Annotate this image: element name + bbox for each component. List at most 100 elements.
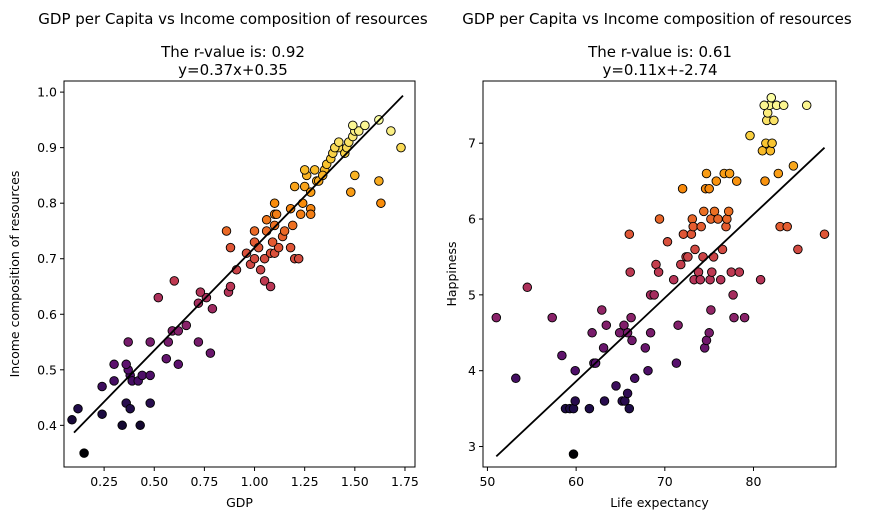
scatter-point-82 (729, 312, 739, 323)
scatter-point-46 (259, 253, 270, 264)
scatter-point-20 (145, 337, 155, 347)
scatter-point-33 (643, 365, 653, 376)
x-tick-label: 60 (568, 474, 584, 489)
scatter-point-58 (293, 253, 304, 264)
scatter-point-3 (522, 282, 533, 293)
scatter-point-13 (137, 370, 147, 381)
scatter-point-36 (225, 281, 236, 292)
scatter-point-53 (269, 220, 280, 231)
scatter-point-53 (690, 244, 700, 255)
y-tick-label: 7 (468, 136, 476, 151)
scatter-point-24 (624, 403, 635, 414)
scatter-point-60 (285, 203, 296, 214)
scatter-point-4 (117, 420, 127, 431)
scatter-point-16 (109, 376, 119, 386)
x-axis-ticks: 0.25 0.50 0.75 1.00 1.25 1.50 1.75 (90, 467, 419, 489)
scatter-point-51 (688, 221, 698, 232)
scatter-point-58 (699, 206, 709, 217)
scatter-point-103 (793, 244, 803, 255)
scatter-point-34 (645, 328, 656, 338)
plot-frame (63, 80, 416, 468)
scatter-point-44 (676, 259, 686, 270)
scatter-point-49 (273, 242, 284, 253)
scatter-point-9 (570, 396, 580, 406)
scatter-point-17 (121, 359, 131, 370)
scatter-point-94 (765, 146, 776, 156)
scatter-point-93 (360, 120, 370, 131)
scatter-point-36 (649, 290, 659, 300)
scatter-point-81 (728, 290, 738, 300)
scatter-point-73 (715, 274, 726, 285)
chart-subtitle-r-value: The r-value is: 0.61 (587, 43, 732, 61)
scatter-point-8 (568, 403, 579, 414)
scatter-point-15 (599, 396, 610, 406)
scatter-point-56 (285, 242, 296, 253)
scatter-point-14 (145, 370, 155, 381)
scatter-point-39 (221, 226, 232, 236)
scatter-point-80 (726, 267, 737, 277)
scatter-point-67 (706, 305, 716, 315)
scatter-point-18 (601, 320, 612, 330)
y-tick-label: 0.5 (37, 362, 57, 377)
scatter-point-45 (677, 183, 688, 194)
scatter-point-71 (305, 187, 316, 197)
scatter-point-14 (598, 343, 609, 353)
scatter-point-105 (819, 229, 830, 239)
x-tick-label: 0.75 (190, 474, 218, 489)
y-tick-label: 3 (468, 439, 476, 454)
scatter-point-19 (611, 381, 621, 391)
plot-frame (482, 80, 837, 468)
scatter-point-87 (374, 176, 384, 186)
scatter-point-95 (767, 138, 777, 148)
scatter-point-55 (695, 274, 706, 285)
scatter-point-99 (396, 142, 406, 153)
y-tick-label: 0.8 (37, 196, 57, 211)
scatter-point-66 (704, 328, 714, 338)
scatter-point-68 (305, 209, 316, 220)
scatter-point-62 (705, 274, 715, 285)
scatter-point-50 (249, 226, 260, 236)
y-tick-label: 0.7 (37, 251, 57, 266)
scatter-point-89 (760, 176, 770, 186)
y-tick-label: 0.9 (37, 140, 57, 155)
scatter-point-87 (755, 274, 766, 285)
scatter-point-32 (169, 276, 180, 286)
scatter-point-72 (713, 214, 723, 224)
regression-line (495, 147, 826, 458)
scatter-point-52 (267, 237, 278, 247)
scatter-point-64 (269, 198, 280, 208)
y-axis-ticks: 0.4 0.5 0.6 0.7 0.8 0.9 1.0 (37, 85, 64, 433)
scatter-point-3 (97, 409, 107, 419)
scatter-point-98 (386, 126, 396, 136)
scatter-point-98 (773, 168, 784, 179)
gdp-income-scatter-panel: GDP per Capita vs Income composition of … (7, 10, 428, 510)
scatter-point-38 (225, 242, 236, 253)
scatter-point-29 (193, 298, 204, 308)
x-tick-label: 1.50 (341, 474, 369, 489)
scatter-point-16 (587, 328, 597, 338)
scatter-point-70 (709, 206, 720, 217)
x-tick-label: 1.00 (241, 474, 269, 489)
scatter-point-23 (622, 388, 633, 399)
scatter-point-71 (711, 176, 722, 186)
scatter-point-88 (376, 198, 386, 208)
scatter-point-25 (627, 335, 637, 346)
chart-title: GDP per Capita vs Income composition of … (38, 10, 428, 28)
scatter-point-55 (279, 226, 290, 236)
scatter-point-27 (193, 337, 204, 347)
scatter-point-101 (241, 248, 252, 258)
scatter-point-43 (673, 320, 683, 330)
scatter-point-19 (123, 337, 133, 347)
scatter-point-104 (801, 100, 812, 111)
scatter-point-45 (255, 265, 266, 275)
scatter-point-65 (271, 209, 282, 220)
scatter-point-106 (766, 92, 777, 103)
scatter-point-38 (653, 267, 664, 277)
scatter-point-31 (207, 303, 218, 314)
x-tick-label: 80 (746, 474, 762, 489)
x-tick-label: 0.25 (90, 474, 118, 489)
scatter-point-100 (249, 253, 260, 264)
scatter-point-20 (614, 328, 625, 338)
scatter-point-34 (195, 287, 206, 297)
scatter-point-92 (354, 126, 364, 136)
